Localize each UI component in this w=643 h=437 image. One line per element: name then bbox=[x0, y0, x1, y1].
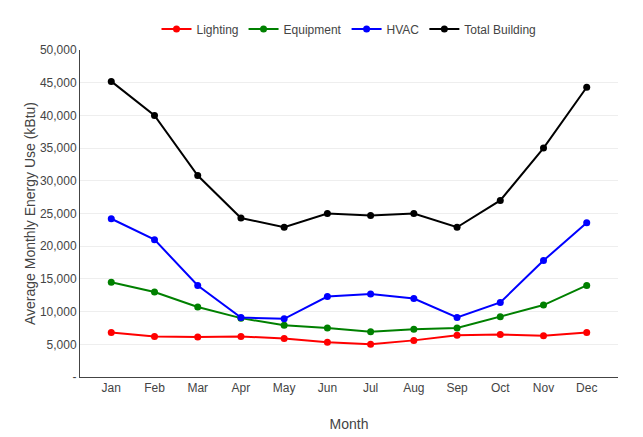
svg-text:Lighting: Lighting bbox=[197, 23, 239, 37]
svg-text:Dec: Dec bbox=[576, 381, 597, 395]
svg-text:Jan: Jan bbox=[102, 381, 121, 395]
svg-text:HVAC: HVAC bbox=[387, 23, 420, 37]
svg-text:Month: Month bbox=[330, 416, 369, 432]
svg-text:Aug: Aug bbox=[403, 381, 424, 395]
svg-text:20,000: 20,000 bbox=[40, 239, 77, 253]
svg-text:-: - bbox=[73, 370, 77, 384]
svg-text:May: May bbox=[273, 381, 296, 395]
svg-text:Average Monthly Energy Use (kB: Average Monthly Energy Use (kBtu) bbox=[22, 102, 38, 325]
svg-text:30,000: 30,000 bbox=[40, 174, 77, 188]
svg-text:Nov: Nov bbox=[533, 381, 554, 395]
svg-text:Sep: Sep bbox=[446, 381, 468, 395]
svg-text:10,000: 10,000 bbox=[40, 305, 77, 319]
svg-text:Mar: Mar bbox=[187, 381, 208, 395]
svg-text:Equipment: Equipment bbox=[284, 23, 342, 37]
svg-text:5,000: 5,000 bbox=[47, 338, 77, 352]
svg-text:15,000: 15,000 bbox=[40, 272, 77, 286]
svg-text:50,000: 50,000 bbox=[40, 43, 77, 57]
svg-text:25,000: 25,000 bbox=[40, 207, 77, 221]
svg-text:40,000: 40,000 bbox=[40, 109, 77, 123]
svg-text:Jul: Jul bbox=[363, 381, 378, 395]
svg-text:35,000: 35,000 bbox=[40, 141, 77, 155]
svg-text:Total Building: Total Building bbox=[464, 23, 535, 37]
svg-text:45,000: 45,000 bbox=[40, 76, 77, 90]
svg-text:Apr: Apr bbox=[232, 381, 251, 395]
svg-text:Feb: Feb bbox=[144, 381, 165, 395]
svg-text:Jun: Jun bbox=[318, 381, 337, 395]
svg-text:Oct: Oct bbox=[491, 381, 510, 395]
